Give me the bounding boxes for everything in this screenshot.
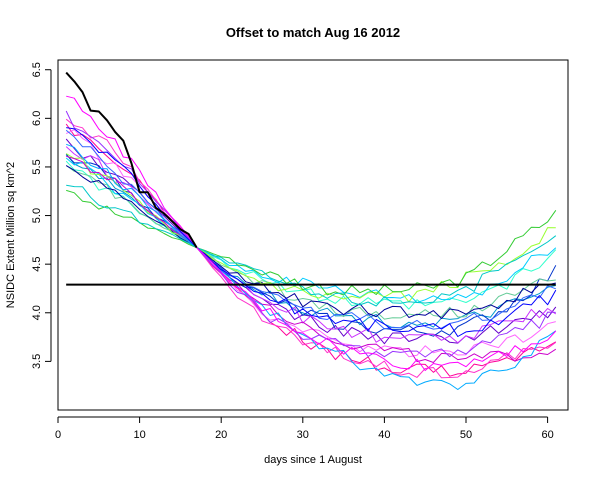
y-tick-label: 5.0: [31, 208, 43, 223]
x-axis-label: days since 1 August: [264, 454, 362, 466]
y-tick-label: 4.5: [31, 257, 43, 272]
x-tick-label: 20: [215, 429, 227, 441]
series-line: [65, 157, 557, 303]
x-tick-label: 0: [55, 429, 61, 441]
series-line: [65, 146, 557, 344]
x-tick-label: 40: [378, 429, 390, 441]
series-line: [66, 189, 557, 296]
y-tick-label: 6.0: [31, 111, 43, 126]
series-2012-line: [65, 71, 198, 249]
series-line: [66, 127, 557, 337]
series-line: [65, 118, 557, 379]
x-tick-label: 50: [460, 429, 472, 441]
series-line: [66, 95, 557, 371]
chart-title: Offset to match Aug 16 2012: [226, 25, 400, 40]
y-tick-label: 5.5: [31, 159, 43, 174]
series-layer: [65, 71, 557, 390]
series-line: [66, 184, 557, 307]
y-tick-label: 4.0: [31, 305, 43, 320]
series-line: [65, 129, 556, 358]
x-tick-label: 60: [541, 429, 553, 441]
series-line: [65, 154, 557, 337]
series-line: [65, 165, 556, 320]
series-line: [65, 153, 556, 303]
axis-layer: 0 10 20 30 40 50 60 3.5 4.0 4.5 5.0 5.5 6.0 6.5: [31, 62, 554, 441]
x-tick-label: 10: [133, 429, 145, 441]
y-tick-label: 3.5: [31, 354, 43, 369]
y-axis-label: NSIDC Extent Million sq km^2: [5, 162, 17, 308]
series-line: [66, 155, 557, 363]
series-line: [65, 165, 556, 319]
y-tick-label: 6.5: [31, 62, 43, 77]
plot-frame: [57, 59, 569, 411]
series-line: [65, 129, 556, 330]
x-tick-label: 30: [297, 429, 309, 441]
